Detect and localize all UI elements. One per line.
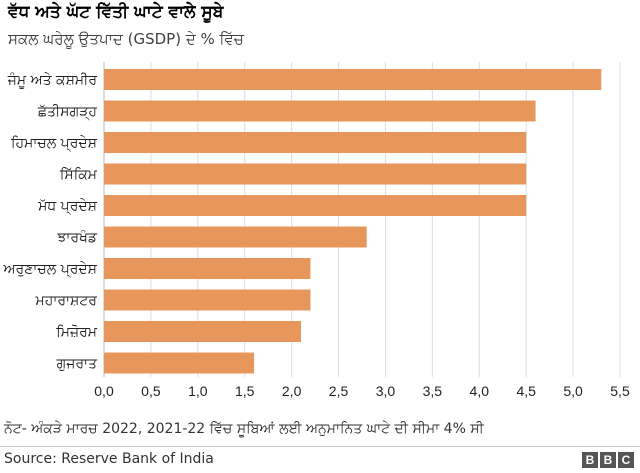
category-label: ਅਰੁਣਾਚਲ ਪ੍ਰਦੇਸ਼ (3, 262, 98, 279)
x-tick-label: 5,5 (610, 383, 630, 399)
category-label: ਮੱਧ ਪ੍ਰਦੇਸ਼ (37, 199, 97, 216)
x-tick-label: 1,5 (235, 383, 255, 399)
x-tick-label: 2,0 (282, 383, 302, 399)
bar (104, 100, 536, 122)
category-label: ਝਾਰਖੰਡ (57, 229, 98, 246)
x-tick-label: 1,0 (188, 383, 208, 399)
bbc-logo-letter: B (600, 452, 616, 468)
category-label: ਗੁਜਰਾਤ (55, 356, 98, 372)
x-tick-label: 5,0 (563, 383, 583, 399)
footer-divider (0, 446, 640, 447)
bar (104, 163, 527, 185)
bar (104, 132, 527, 153)
chart-subtitle: ਸਕਲ ਘਰੇਲੂ ਉਤਪਾਦ (GSDP) ਦੇ % ਵਿੱਚ (8, 30, 244, 48)
bbc-logo-letter: C (618, 452, 634, 468)
x-tick-label: 2,5 (329, 383, 349, 399)
bar (104, 69, 602, 90)
chart-note: ਨੋਟ- ਅੰਕੜੇ ਮਾਰਚ 2022, 2021-22 ਵਿੱਚ ਸੂਬਿਆ… (4, 421, 484, 437)
category-label: ਜੰਮੂ ਅਤੇ ਕਸ਼ਮੀਰ (7, 72, 98, 89)
bar (104, 321, 302, 342)
bar (104, 258, 311, 279)
x-tick-label: 0,5 (141, 383, 161, 399)
bbc-logo: B B C (582, 452, 634, 468)
x-tick-label: 4,5 (516, 383, 536, 399)
chart-source: Source: Reserve Bank of India (4, 451, 214, 467)
bar (104, 226, 367, 248)
bbc-logo-letter: B (582, 452, 598, 468)
bar (104, 195, 527, 216)
category-label: ਹਿਮਾਚਲ ਪ੍ਰਦੇਸ਼ (10, 136, 98, 153)
x-tick-label: 3,0 (376, 383, 396, 399)
chart-title: ਵੱਧ ਅਤੇ ਘੱਟ ਵਿੱਤੀ ਘਾਟੇ ਵਾਲੇ ਸੂਬੇ (8, 2, 224, 22)
category-label: ਸਿੱਕਿਮ (59, 167, 98, 183)
x-tick-label: 4,0 (470, 383, 490, 399)
category-label: ਮਹਾਰਾਸ਼ਟਰ (35, 293, 98, 309)
category-label: ਮਿਜ਼ੋਰਮ (55, 325, 98, 341)
bar (104, 352, 255, 374)
x-tick-label: 0,0 (94, 383, 114, 399)
bar (104, 289, 311, 311)
category-label: ਛੱਤੀਸਗੜ੍ਹ (37, 104, 98, 121)
x-tick-label: 3,5 (423, 383, 443, 399)
